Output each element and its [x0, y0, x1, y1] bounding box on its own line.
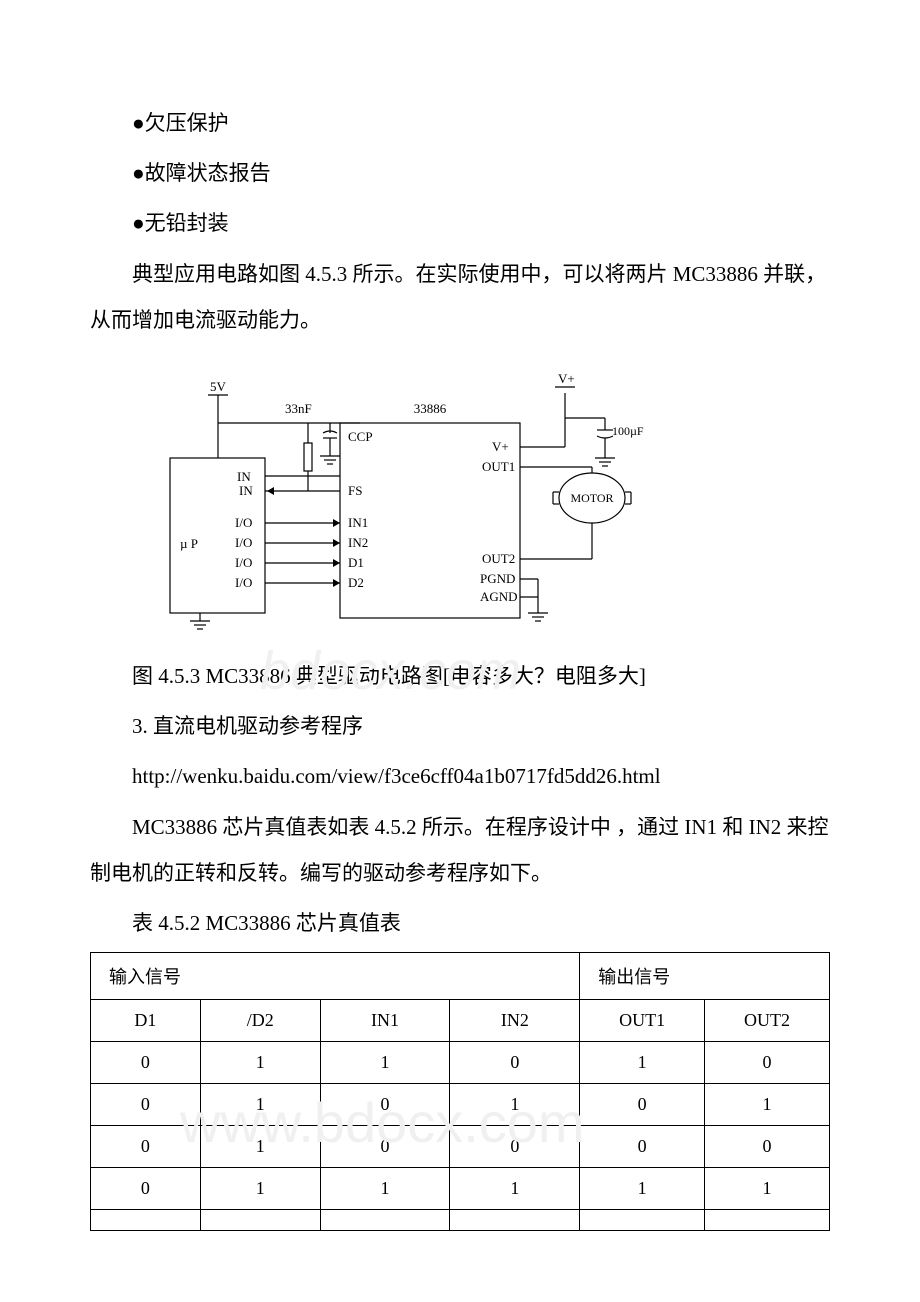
svg-text:IN1: IN1: [348, 515, 368, 530]
table-cell: 1: [450, 1084, 580, 1126]
table-cell: 1: [580, 1042, 705, 1084]
table-cell: 0: [320, 1084, 450, 1126]
table-cell: 0: [320, 1126, 450, 1168]
svg-text:V+: V+: [492, 439, 509, 454]
table-cell: 0: [580, 1126, 705, 1168]
reference-url: http://wenku.baidu.com/view/f3ce6cff04a1…: [90, 753, 830, 799]
svg-text:D1: D1: [348, 555, 364, 570]
heading-driver-program: 3. 直流电机驱动参考程序: [90, 703, 830, 749]
table-cell: 0: [91, 1084, 201, 1126]
paragraph-typical-circuit: 典型应用电路如图 4.5.3 所示。在实际使用中，可以将两片 MC33886 并…: [90, 251, 830, 343]
bullet-2: ●故障状态报告: [90, 150, 830, 196]
svg-text:IN2: IN2: [348, 535, 368, 550]
table-header-input: 输入信号: [91, 953, 580, 1000]
svg-text:AGND: AGND: [480, 589, 518, 604]
table-caption: 表 4.5.2 MC33886 芯片真值表: [90, 900, 830, 946]
svg-text:FS: FS: [348, 483, 362, 498]
table-cell: 1: [200, 1084, 320, 1126]
table-cell: 0: [450, 1126, 580, 1168]
table-cell: 1: [200, 1126, 320, 1168]
table-row: [91, 1210, 830, 1231]
svg-text:PGND: PGND: [480, 571, 515, 586]
table-cell: 1: [450, 1168, 580, 1210]
table-col-IN1: IN1: [320, 1000, 450, 1042]
svg-text:IN: IN: [239, 483, 253, 498]
bullet-3: ●无铅封装: [90, 200, 830, 246]
svg-text:I/O: I/O: [235, 555, 252, 570]
paragraph-truth-table: MC33886 芯片真值表如表 4.5.2 所示。在程序设计中 ，通过 IN1 …: [90, 804, 830, 896]
table-cell: 0: [705, 1042, 830, 1084]
table-cell: [200, 1210, 320, 1231]
svg-text:MOTOR: MOTOR: [570, 491, 613, 505]
table-cell: [450, 1210, 580, 1231]
table-cell: [91, 1210, 201, 1231]
svg-text:IN: IN: [237, 469, 251, 484]
table-cell: 1: [320, 1042, 450, 1084]
table-row: 010101: [91, 1084, 830, 1126]
svg-text:OUT1: OUT1: [482, 459, 515, 474]
table-cell: 1: [200, 1042, 320, 1084]
figure-caption: 图 4.5.3 MC33886 典型驱动电路图[电容多大？电阻多大]: [90, 653, 830, 699]
table-cell: 1: [200, 1168, 320, 1210]
table-row: 011111: [91, 1168, 830, 1210]
svg-text:µ P: µ P: [180, 536, 198, 551]
table-cell: 1: [705, 1084, 830, 1126]
truth-table: 输入信号输出信号D1/D2IN1IN2OUT1OUT20110100101010…: [90, 952, 830, 1231]
table-cell: [705, 1210, 830, 1231]
table-col-OUT1: OUT1: [580, 1000, 705, 1042]
table-cell: 1: [580, 1168, 705, 1210]
svg-text:D2: D2: [348, 575, 364, 590]
table-header-output: 输出信号: [580, 953, 830, 1000]
table-col-OUT2: OUT2: [705, 1000, 830, 1042]
svg-text:OUT2: OUT2: [482, 551, 515, 566]
table-row: 010000: [91, 1126, 830, 1168]
bullet-1: ●欠压保护: [90, 100, 830, 146]
table-row: 011010: [91, 1042, 830, 1084]
svg-text:V+: V+: [558, 371, 575, 386]
svg-text:100µF: 100µF: [612, 424, 644, 438]
svg-text:I/O: I/O: [235, 535, 252, 550]
svg-text:CCP: CCP: [348, 429, 373, 444]
svg-text:5V: 5V: [210, 379, 227, 394]
table-cell: 0: [705, 1126, 830, 1168]
table-cell: 0: [450, 1042, 580, 1084]
table-cell: 1: [705, 1168, 830, 1210]
table-cell: 0: [91, 1126, 201, 1168]
table-cell: 0: [91, 1042, 201, 1084]
table-cell: 0: [91, 1168, 201, 1210]
table-cell: 0: [580, 1084, 705, 1126]
svg-text:33nF: 33nF: [285, 401, 312, 416]
table-cell: [320, 1210, 450, 1231]
svg-text:I/O: I/O: [235, 575, 252, 590]
svg-text:33886: 33886: [414, 401, 447, 416]
table-col-IN2: IN2: [450, 1000, 580, 1042]
table-cell: 1: [320, 1168, 450, 1210]
table-col-D2: /D2: [200, 1000, 320, 1042]
svg-text:I/O: I/O: [235, 515, 252, 530]
table-col-D1: D1: [91, 1000, 201, 1042]
table-cell: [580, 1210, 705, 1231]
circuit-diagram: µ P 33886 5V 33nF CCP IN FS IN IN1 I/O IN2 I/O D1 I/O…: [150, 363, 830, 643]
